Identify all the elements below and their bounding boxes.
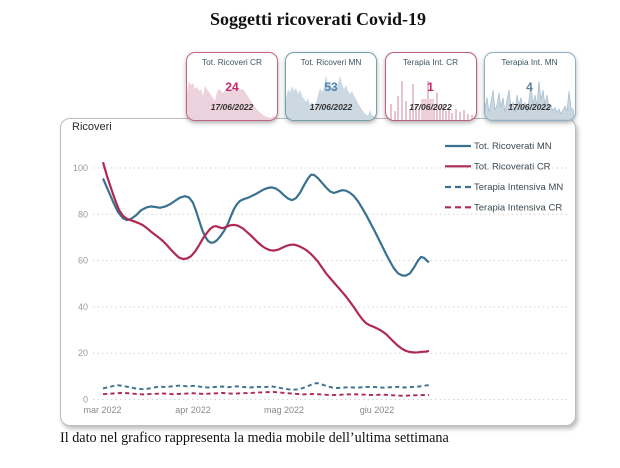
svg-text:80: 80 bbox=[78, 209, 88, 219]
svg-text:60: 60 bbox=[78, 256, 88, 266]
svg-text:0: 0 bbox=[83, 395, 88, 405]
svg-text:giu 2022: giu 2022 bbox=[360, 405, 395, 415]
svg-text:apr 2022: apr 2022 bbox=[175, 405, 211, 415]
svg-text:40: 40 bbox=[78, 302, 88, 312]
svg-text:Tot. Ricoverati CR: Tot. Ricoverati CR bbox=[474, 162, 551, 173]
svg-text:Terapia Intensiva MN: Terapia Intensiva MN bbox=[474, 182, 563, 193]
svg-text:mar 2022: mar 2022 bbox=[83, 405, 121, 415]
svg-text:mag 2022: mag 2022 bbox=[264, 405, 304, 415]
svg-text:20: 20 bbox=[78, 348, 88, 358]
svg-text:100: 100 bbox=[73, 163, 88, 173]
svg-text:Terapia Intensiva CR: Terapia Intensiva CR bbox=[474, 203, 562, 214]
svg-text:Tot. Ricoverati MN: Tot. Ricoverati MN bbox=[474, 141, 552, 152]
